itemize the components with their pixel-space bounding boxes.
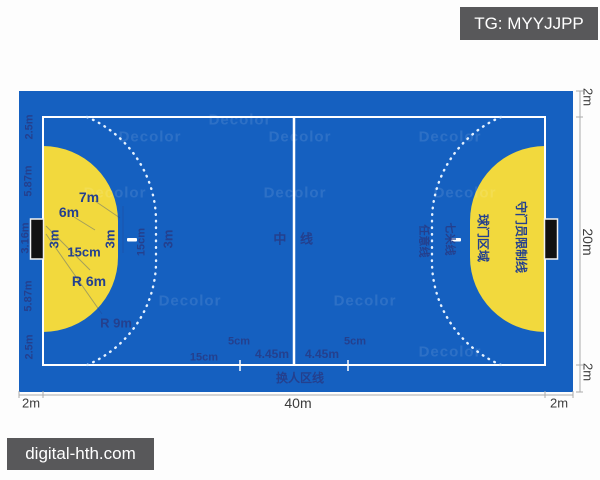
dim-right-2m-bottom: 2m — [580, 362, 596, 382]
label-15cm-seven-meter: 15cm — [135, 227, 148, 257]
dim-bottom-2m-left: 2m — [21, 395, 41, 411]
label-center-line: 中线 — [273, 231, 327, 247]
dim-left-5-87m-bottom: 5.87m — [22, 280, 35, 312]
seven-meter-mark-right — [451, 238, 461, 242]
label-substitution-line: 换人区线 — [275, 371, 325, 385]
label-5cm-right: 5cm — [343, 335, 367, 348]
label-7m: 7m — [78, 189, 100, 205]
dim-left-3-16m: 3.16m — [19, 222, 32, 254]
dim-right-20m: 20m — [580, 228, 596, 256]
goal-area-right — [470, 146, 545, 332]
dim-bottom-40m: 40m — [284, 395, 312, 411]
label-5cm-left: 5cm — [227, 335, 251, 348]
label-15cm-bottom: 15cm — [189, 351, 219, 364]
label-free-throw-line: 任意线 — [417, 224, 430, 258]
dim-left-5-87m-top: 5.87m — [22, 165, 35, 197]
dim-bottom-2m-right: 2m — [549, 395, 569, 411]
label-3m-goal-right: 3m — [102, 229, 118, 249]
goal-area-left — [43, 146, 118, 332]
label-goalkeeper-limit: 守门员限制线 — [514, 200, 528, 274]
site-watermark-badge: digital-hth.com — [7, 438, 154, 470]
seven-meter-mark-left — [127, 238, 137, 242]
label-r9m: R 9m — [100, 315, 132, 331]
tg-watermark-badge: TG: MYYJJPP — [460, 7, 598, 40]
goal-right — [543, 218, 559, 260]
label-3m-goal-left: 3m — [46, 229, 62, 249]
label-4-45m-left: 4.45m — [254, 347, 290, 361]
goal-left — [29, 218, 45, 260]
dim-left-2-5m-top: 2.5m — [23, 114, 36, 140]
label-15cm-goal: 15cm — [67, 244, 101, 260]
dim-right-2m-top: 2m — [580, 87, 596, 107]
label-seven-meter-line: 七米线 — [443, 222, 456, 256]
label-6m: 6m — [58, 204, 80, 220]
label-3m-free-throw: 3m — [160, 229, 176, 249]
right-dimension-line — [576, 90, 583, 393]
label-goal-area: 球门区域 — [476, 213, 490, 263]
label-r6m: R 6m — [71, 273, 107, 289]
leader-lines — [45, 200, 124, 315]
dim-left-2-5m-bottom: 2.5m — [23, 334, 36, 360]
bottom-dimension-line — [18, 391, 574, 398]
label-4-45m-right: 4.45m — [304, 347, 340, 361]
